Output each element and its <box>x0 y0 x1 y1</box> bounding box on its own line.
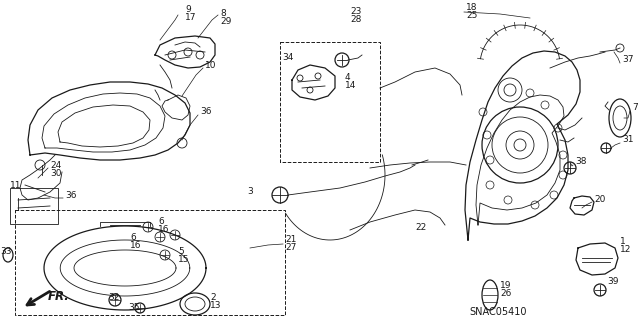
Text: 12: 12 <box>620 246 632 255</box>
Text: 26: 26 <box>500 288 511 298</box>
Text: 16: 16 <box>130 241 141 249</box>
Text: 5: 5 <box>178 248 184 256</box>
Text: 29: 29 <box>220 17 232 26</box>
Text: 25: 25 <box>466 11 477 20</box>
Text: 36: 36 <box>65 190 77 199</box>
Text: 1: 1 <box>620 238 626 247</box>
Text: 35: 35 <box>128 303 140 313</box>
Text: 4: 4 <box>345 73 351 83</box>
Text: 38: 38 <box>575 158 586 167</box>
Text: 23: 23 <box>350 8 362 17</box>
Text: 3: 3 <box>247 188 253 197</box>
Text: 39: 39 <box>607 278 618 286</box>
Text: 18: 18 <box>466 4 477 12</box>
Text: 32: 32 <box>108 293 120 302</box>
Text: 21: 21 <box>285 235 296 244</box>
Text: 24: 24 <box>50 160 61 169</box>
Text: 2: 2 <box>210 293 216 302</box>
Text: 34: 34 <box>282 54 293 63</box>
Text: SNAC05410: SNAC05410 <box>469 307 527 317</box>
Text: 31: 31 <box>622 136 634 145</box>
Text: 6: 6 <box>158 218 164 226</box>
Text: 19: 19 <box>500 280 511 290</box>
Text: 16: 16 <box>158 226 170 234</box>
Text: 10: 10 <box>205 61 216 70</box>
Text: 8: 8 <box>220 9 226 18</box>
Text: FR.: FR. <box>48 290 70 302</box>
Text: 37: 37 <box>622 56 634 64</box>
Text: 20: 20 <box>594 196 605 204</box>
Text: 9: 9 <box>185 5 191 14</box>
Text: 28: 28 <box>350 16 362 25</box>
Text: 15: 15 <box>178 256 189 264</box>
Text: 30: 30 <box>50 168 61 177</box>
Text: 11: 11 <box>10 181 22 189</box>
Text: 17: 17 <box>185 13 196 23</box>
Text: 27: 27 <box>285 243 296 253</box>
Text: 36: 36 <box>200 108 211 116</box>
Text: 14: 14 <box>345 81 356 91</box>
Text: 13: 13 <box>210 301 221 310</box>
Text: 7: 7 <box>632 103 637 113</box>
Text: 33: 33 <box>0 248 12 256</box>
Text: 22: 22 <box>415 224 426 233</box>
Text: 6: 6 <box>130 233 136 241</box>
